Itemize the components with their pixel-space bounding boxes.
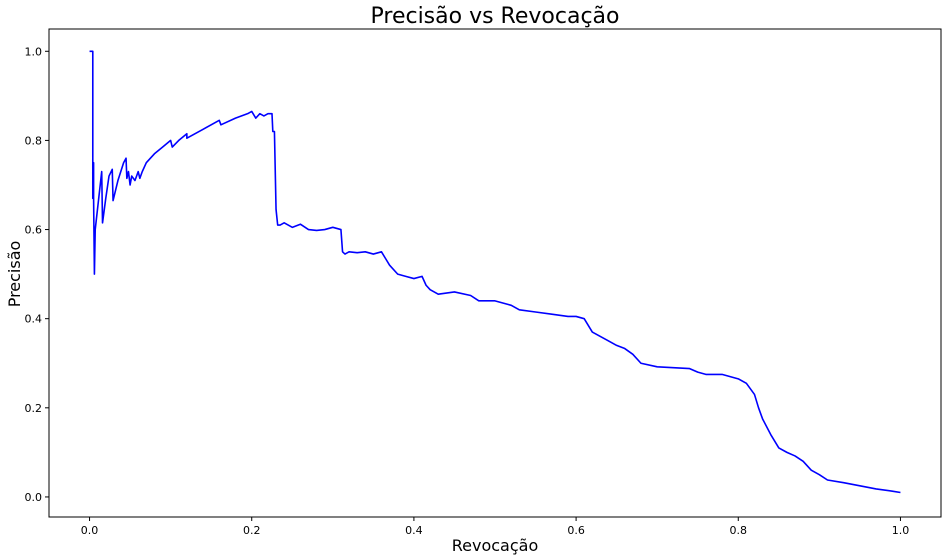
x-tick-label: 0.0 — [81, 524, 99, 537]
chart-title: Precisão vs Revocação — [371, 4, 620, 29]
y-tick-label: 0.0 — [25, 491, 43, 504]
y-tick-label: 0.2 — [25, 402, 43, 415]
x-tick-label: 1.0 — [892, 524, 910, 537]
x-tick-label: 0.4 — [405, 524, 423, 537]
axis-ticks: 0.0 0.2 0.4 0.6 0.8 1.0 0.0 0.2 0.4 0.6 0.8 1.0 — [25, 45, 910, 537]
axes-frame — [48, 28, 942, 518]
x-axis-label: Revocação — [452, 536, 539, 555]
y-tick-label: 0.4 — [25, 313, 43, 326]
y-tick-label: 0.6 — [25, 224, 43, 237]
y-tick-label: 1.0 — [25, 45, 43, 58]
x-tick-label: 0.8 — [730, 524, 748, 537]
y-axis-label: Precisão — [5, 241, 24, 308]
precision-recall-line — [89, 50, 901, 494]
x-tick-label: 0.2 — [243, 524, 261, 537]
plot-area — [89, 50, 901, 494]
y-tick-label: 0.8 — [25, 134, 43, 147]
x-tick-label: 0.6 — [567, 524, 585, 537]
